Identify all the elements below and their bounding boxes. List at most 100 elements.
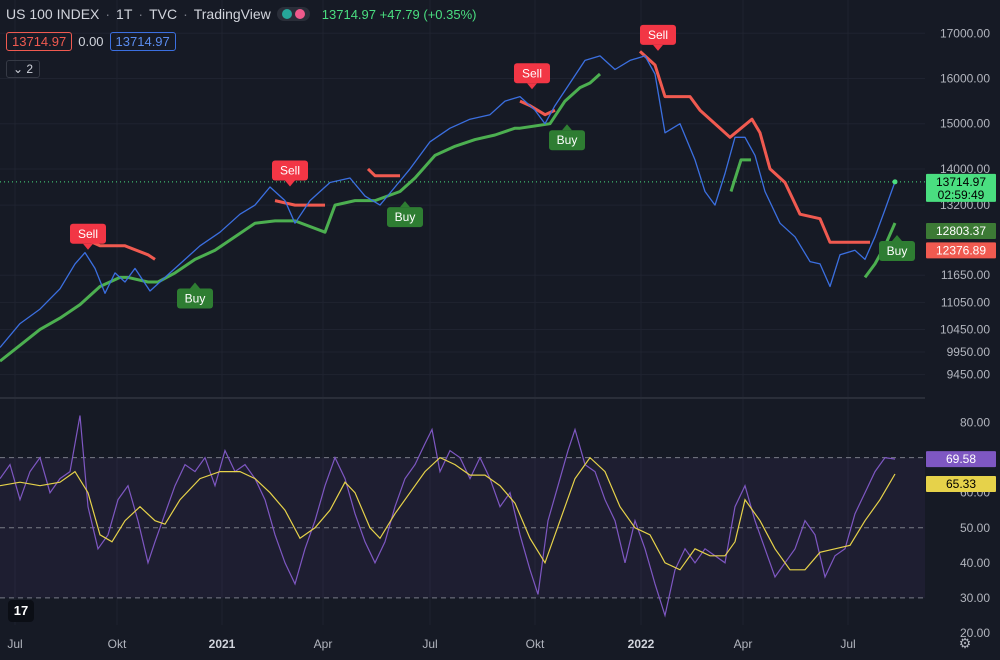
price-axis-tag: 12803.37: [926, 223, 996, 240]
chevron-down-icon: ⌄: [13, 62, 24, 76]
supertrend-down-line: [519, 99, 556, 117]
sell-signal-box: [640, 24, 676, 45]
rsi-axis-tag: 69.58: [926, 451, 996, 468]
price-tick-label: 11650.00: [941, 268, 990, 282]
market-open-dot-icon: [281, 9, 292, 19]
sell-signal: Sell: [70, 223, 106, 250]
sell-signal-box: [272, 160, 308, 181]
time-axis[interactable]: Jul Okt 2021 Apr Jul Okt 2022 Apr Jul ⚙: [7, 635, 971, 651]
sell-signal-pointer: [285, 180, 295, 187]
indicator-value-a: 13714.97: [6, 32, 73, 51]
grid: [0, 0, 925, 625]
rsi-axis-tag: 65.33: [926, 475, 996, 492]
settings-gear-icon[interactable]: ⚙: [959, 635, 972, 651]
rsi-pane[interactable]: [0, 415, 896, 618]
sell-signal-box: [70, 223, 106, 244]
price-tick-label: 14000.00: [940, 162, 990, 176]
indicator-value-b: 0.00: [78, 34, 104, 49]
price-tick-label: 9450.00: [947, 368, 991, 382]
header: US 100 INDEX · 1T · TVC · TradingView 13…: [6, 6, 477, 22]
buy-signal-box: [177, 288, 213, 309]
price-tick-label: 16000.00: [940, 72, 990, 86]
buy-signal: Buy: [177, 282, 213, 309]
market-status-icon[interactable]: [276, 7, 310, 21]
buy-signal-pointer: [400, 201, 410, 208]
time-tick-label: Jul: [422, 637, 437, 651]
tradingview-logo[interactable]: 17: [8, 600, 34, 622]
sell-signal: Sell: [272, 160, 308, 187]
buy-signal: Buy: [549, 124, 585, 151]
sell-signal-pointer: [83, 243, 93, 250]
rsi-line: [0, 415, 896, 618]
separator: ·: [183, 6, 188, 22]
sell-signal-label: Sell: [648, 28, 668, 42]
separator: ·: [105, 6, 111, 22]
buy-signal: Buy: [387, 201, 423, 228]
supertrend-down-line: [274, 199, 325, 207]
collapse-indicators-button[interactable]: ⌄ 2: [6, 60, 41, 78]
buy-signal-pointer: [190, 282, 200, 289]
buy-signal-label: Buy: [185, 291, 206, 305]
supertrend-up-line: [729, 158, 751, 192]
price-tick-label: 11050.00: [941, 295, 990, 309]
sell-signal-label: Sell: [280, 164, 300, 178]
buy-signal-box: [879, 241, 915, 262]
price-tick-label: 9950.00: [947, 345, 991, 359]
indicator-value-c: 13714.97: [109, 32, 176, 51]
time-tick-label: 2022: [628, 637, 655, 651]
rsi-tick-label: 80.00: [960, 416, 990, 430]
price-axis-tag-value: 13714.97: [936, 175, 986, 189]
price-axis-tag-countdown: 02:59:49: [938, 188, 985, 202]
supertrend-down-line: [366, 167, 400, 178]
time-tick-label: Jul: [7, 637, 22, 651]
rsi-tick-label: 40.00: [960, 556, 990, 570]
buy-signal-box: [549, 130, 585, 151]
buy-signal-label: Buy: [557, 133, 578, 147]
last-price: 13714.97: [321, 6, 377, 22]
indicator-count: 2: [26, 62, 34, 76]
source: TradingView: [193, 6, 271, 22]
rsi-tick-label: 50.00: [960, 521, 990, 535]
supertrend-down-line: [638, 50, 870, 244]
price-axis-tag-bg: [926, 173, 996, 202]
sell-signal: Sell: [640, 24, 676, 51]
time-tick-label: Apr: [734, 637, 753, 651]
symbol-title[interactable]: US 100 INDEX: [6, 6, 100, 22]
interval[interactable]: 1T: [116, 6, 133, 22]
time-tick-label: Okt: [108, 637, 127, 651]
price-axis-tag: 12376.89: [926, 242, 996, 259]
rsi-tick-label: 30.00: [960, 591, 990, 605]
sell-signal-pointer: [653, 44, 663, 51]
time-tick-label: Okt: [526, 637, 545, 651]
time-tick-label: Jul: [840, 637, 855, 651]
price-tick-label: 15000.00: [940, 117, 990, 131]
buy-signal: Buy: [879, 235, 915, 262]
signals: Sell Buy Sell Buy Sell Buy Sell Buy: [70, 24, 915, 309]
buy-signal-pointer: [562, 124, 572, 131]
buy-signal-label: Buy: [887, 244, 908, 258]
last-price-dot: [892, 179, 898, 185]
price-axis-tag-value: 12376.89: [936, 243, 986, 257]
rsi-tick-label: 20.00: [960, 626, 990, 640]
price-line: [0, 55, 896, 348]
rsi-axis-tag-bg: [926, 475, 996, 492]
rsi-ma-line: [0, 456, 896, 571]
buy-signal-label: Buy: [395, 210, 416, 224]
time-tick-label: Apr: [314, 637, 333, 651]
rsi-axis-tag-value: 69.58: [946, 452, 976, 466]
sell-signal: Sell: [514, 63, 550, 90]
rsi-axis-tag-value: 65.33: [946, 477, 976, 491]
exchange: TVC: [149, 6, 178, 22]
sell-signal-pointer: [527, 83, 537, 90]
price-tick-label: 10450.00: [940, 322, 990, 336]
rsi-band: [0, 457, 925, 599]
indicator-values: 13714.97 0.00 13714.97: [6, 32, 176, 51]
sell-signal-label: Sell: [78, 227, 98, 241]
market-closed-dot-icon: [294, 9, 305, 19]
price-axis-tag-value: 12803.37: [936, 224, 986, 238]
